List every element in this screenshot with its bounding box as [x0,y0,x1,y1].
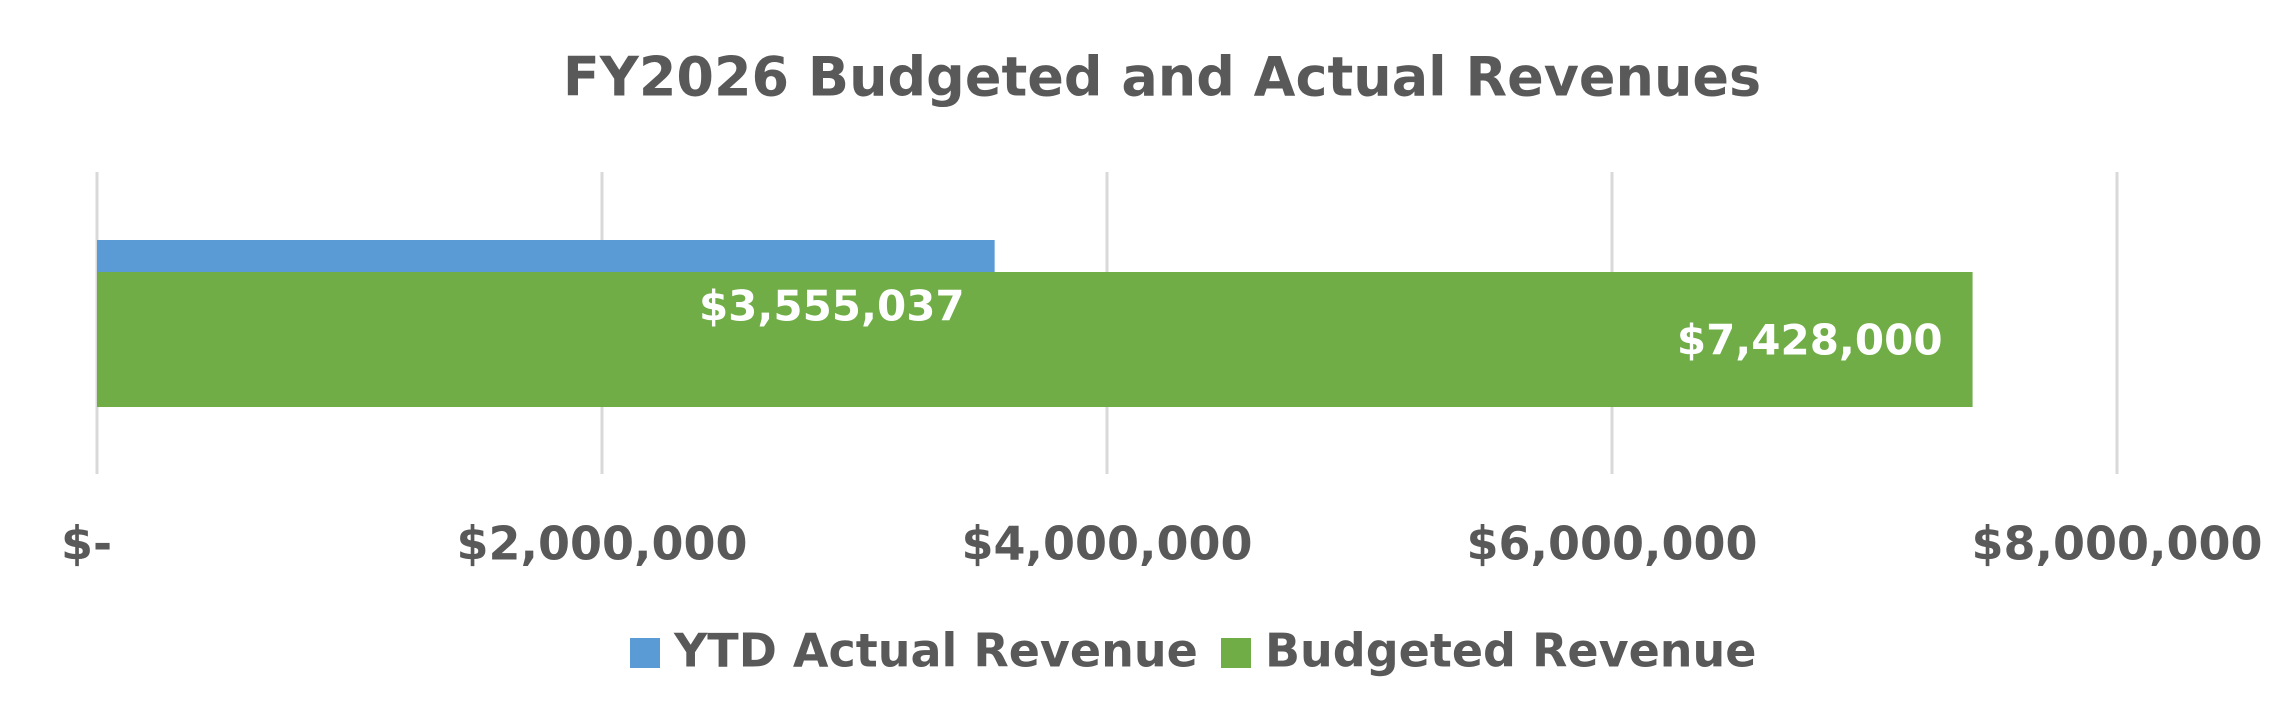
x-tick-label: $6,000,000 [1466,517,1757,571]
data-label: $3,555,037 [699,282,965,331]
legend-swatch [630,638,660,668]
legend-swatch [1221,638,1251,668]
bar [97,272,1973,407]
data-label: $7,428,000 [1677,316,1943,365]
legend-label: Budgeted Revenue [1265,624,1757,678]
x-tick-label: $4,000,000 [961,517,1252,571]
legend-label: YTD Actual Revenue [673,624,1198,678]
x-tick-label: $2,000,000 [456,517,747,571]
x-tick-label: $- [61,517,112,571]
chart-title: FY2026 Budgeted and Actual Revenues [563,46,1761,109]
x-tick-label: $8,000,000 [1971,517,2262,571]
